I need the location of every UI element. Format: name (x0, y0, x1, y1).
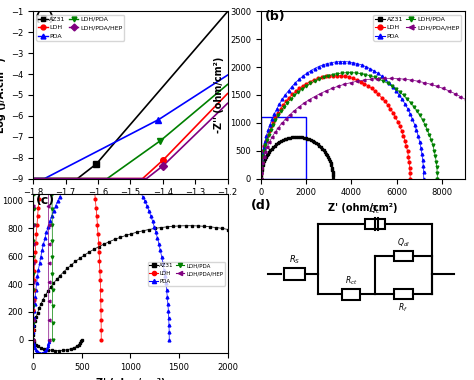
Text: Q$_{dl}$: Q$_{dl}$ (397, 236, 410, 249)
X-axis label: Z' (ohm/cm²): Z' (ohm/cm²) (96, 378, 165, 380)
Text: R$_{ct}$: R$_{ct}$ (345, 274, 357, 287)
Bar (283, 268, 305, 280)
Bar (365, 219, 385, 229)
Bar (394, 289, 413, 299)
Text: R$_f$: R$_f$ (399, 302, 409, 314)
Legend: AZ31, LDH, PDA, LDH/PDA, LDH/PDA/HEP: AZ31, LDH, PDA, LDH/PDA, LDH/PDA/HEP (148, 262, 225, 285)
Bar (342, 289, 360, 299)
Text: (a): (a) (35, 12, 55, 25)
X-axis label: Potential (V): Potential (V) (95, 203, 165, 213)
Text: Q$_c$: Q$_c$ (369, 203, 381, 215)
Text: (b): (b) (265, 10, 286, 23)
Legend: AZ31, LDH, PDA, LDH/PDA, LDH/PDA/HEP: AZ31, LDH, PDA, LDH/PDA, LDH/PDA/HEP (36, 14, 124, 41)
X-axis label: Z' (ohm/cm²): Z' (ohm/cm²) (328, 203, 397, 213)
Y-axis label: Log (j/A.cm⁻²): Log (j/A.cm⁻²) (0, 57, 6, 133)
Bar (261, 117, 306, 179)
Legend: AZ31, LDH, PDA, LDH/PDA, LDH/PDA/HEP: AZ31, LDH, PDA, LDH/PDA, LDH/PDA/HEP (374, 14, 461, 41)
Text: R$_S$: R$_S$ (289, 253, 300, 266)
Bar (394, 251, 413, 261)
Y-axis label: -Z'' (ohm/cm²): -Z'' (ohm/cm²) (214, 57, 224, 133)
Text: (d): (d) (251, 199, 272, 212)
Text: (c): (c) (36, 193, 55, 206)
